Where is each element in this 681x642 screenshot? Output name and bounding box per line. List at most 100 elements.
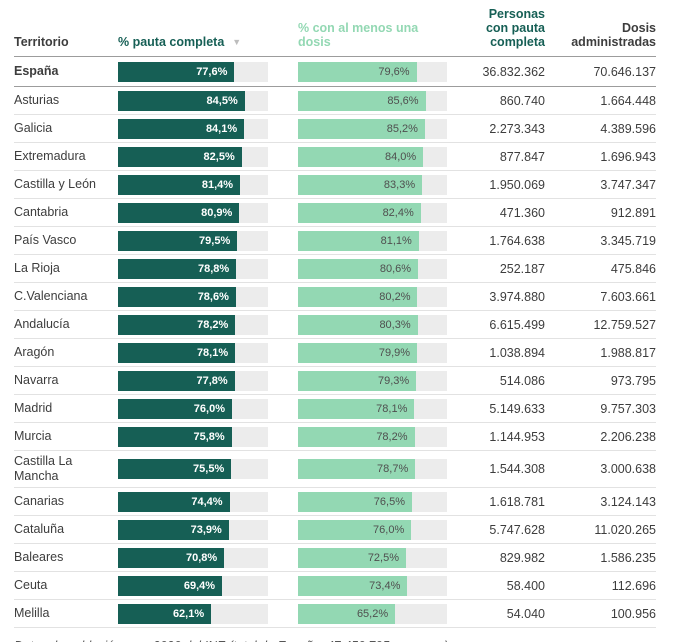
pct-one-dose-bar-cell: 65,2% xyxy=(298,603,447,624)
pct-full-bar-track: 79,5% xyxy=(118,230,268,251)
persons-full-value: 5.149.633 xyxy=(489,401,545,416)
pct-one-dose-value: 80,3% xyxy=(379,318,411,331)
pct-one-dose-bar-fill: 83,3% xyxy=(298,174,423,195)
pct-one-dose-value: 82,4% xyxy=(382,206,414,219)
pct-one-dose-bar-track: 80,2% xyxy=(298,286,447,307)
pct-full-value: 79,5% xyxy=(199,234,231,247)
table-row: Aragón 78,1% 79,9% 1.038.894 1.988.817 xyxy=(14,339,656,367)
pct-one-dose-bar-cell: 83,3% xyxy=(298,174,447,195)
pct-full-bar-cell: 79,5% xyxy=(118,230,298,251)
doses-value: 1.664.448 xyxy=(600,93,656,108)
pct-one-dose-bar-fill: 65,2% xyxy=(298,603,396,624)
persons-full-value: 252.187 xyxy=(499,261,545,276)
table-row: Ceuta 69,4% 73,4% 58.400 112.696 xyxy=(14,572,656,600)
persons-full-value: 5.747.628 xyxy=(489,522,545,537)
pct-full-bar-track: 77,8% xyxy=(118,370,268,391)
sort-desc-icon[interactable]: ▼ xyxy=(232,37,242,47)
territory-label: Navarra xyxy=(14,373,59,387)
pct-one-dose-bar-track: 78,1% xyxy=(298,398,447,419)
pct-full-bar-cell: 84,1% xyxy=(118,118,298,139)
doses-value: 11.020.265 xyxy=(594,522,656,537)
pct-full-bar-track: 78,2% xyxy=(118,314,268,335)
pct-full-bar-cell: 78,1% xyxy=(118,342,298,363)
pct-one-dose-bar-track: 79,3% xyxy=(298,370,447,391)
pct-full-bar-track: 81,4% xyxy=(118,174,268,195)
doses-value: 3.747.347 xyxy=(600,177,656,192)
pct-full-bar-fill: 81,4% xyxy=(118,174,241,195)
persons-full-value: 58.400 xyxy=(506,578,545,593)
territory-label: Madrid xyxy=(14,401,53,415)
pct-one-dose-value: 80,2% xyxy=(379,290,411,303)
pct-one-dose-value: 83,3% xyxy=(383,178,416,191)
pct-full-bar-track: 73,9% xyxy=(118,519,268,540)
doses-value: 475.846 xyxy=(610,261,656,276)
pct-full-bar-cell: 78,8% xyxy=(118,258,298,279)
pct-full-value: 75,5% xyxy=(193,463,225,475)
pct-full-bar-cell: 80,9% xyxy=(118,202,298,223)
pct-one-dose-bar-fill: 73,4% xyxy=(298,575,408,596)
pct-one-dose-value: 80,6% xyxy=(379,262,412,275)
pct-full-bar-track: 74,4% xyxy=(118,491,268,512)
pct-full-bar-track: 70,8% xyxy=(118,547,268,568)
header-pct-one-dose[interactable]: % con al menos una dosis xyxy=(298,21,419,49)
header-territory[interactable]: Territorio xyxy=(14,35,69,49)
territory-label: Cataluña xyxy=(14,522,65,536)
pct-full-value: 82,5% xyxy=(203,150,235,163)
header-persons-full-label: Personas con pauta completa xyxy=(485,7,545,49)
pct-full-bar-fill: 77,6% xyxy=(118,61,235,82)
pct-one-dose-value: 79,6% xyxy=(378,65,410,78)
pct-one-dose-bar-fill: 78,7% xyxy=(298,459,416,479)
header-persons-full[interactable]: Personas con pauta completa xyxy=(447,7,545,49)
table-row: La Rioja 78,8% 80,6% 252.187 475.846 xyxy=(14,255,656,283)
pct-full-bar-fill: 70,8% xyxy=(118,547,225,568)
pct-full-bar-track: 82,5% xyxy=(118,146,268,167)
pct-one-dose-bar-fill: 76,5% xyxy=(298,491,412,512)
pct-full-bar-cell: 75,8% xyxy=(118,426,298,447)
persons-full-value: 3.974.880 xyxy=(489,289,545,304)
header-doses[interactable]: Dosis administradas xyxy=(545,21,656,49)
pct-one-dose-bar-track: 76,0% xyxy=(298,519,447,540)
territory-label: España xyxy=(14,64,59,78)
persons-full-value: 1.950.069 xyxy=(489,177,545,192)
pct-one-dose-value: 81,1% xyxy=(380,234,412,247)
doses-value: 9.757.303 xyxy=(600,401,656,416)
pct-full-bar-track: 77,6% xyxy=(118,61,268,82)
pct-one-dose-value: 76,5% xyxy=(373,495,405,508)
doses-value: 2.206.238 xyxy=(600,429,656,444)
persons-full-value: 1.544.308 xyxy=(489,462,545,476)
pct-one-dose-bar-fill: 82,4% xyxy=(298,202,421,223)
table-row: Galicia 84,1% 85,2% 2.273.343 4.389.596 xyxy=(14,115,656,143)
pct-full-bar-track: 78,6% xyxy=(118,286,268,307)
persons-full-value: 36.832.362 xyxy=(482,64,545,79)
pct-one-dose-value: 85,2% xyxy=(386,122,418,135)
pct-one-dose-bar-cell: 78,7% xyxy=(298,459,447,479)
persons-full-value: 6.615.499 xyxy=(489,317,545,332)
pct-full-bar-fill: 77,8% xyxy=(118,370,235,391)
pct-full-value: 78,8% xyxy=(197,262,230,275)
doses-value: 112.696 xyxy=(611,578,656,593)
doses-value: 4.389.596 xyxy=(600,121,656,136)
pct-one-dose-value: 78,2% xyxy=(376,430,408,443)
pct-full-value: 69,4% xyxy=(183,579,216,592)
table-row: Baleares 70,8% 72,5% 829.982 1.586.235 xyxy=(14,544,656,572)
pct-full-bar-cell: 78,6% xyxy=(118,286,298,307)
pct-full-bar-fill: 75,8% xyxy=(118,426,232,447)
doses-value: 1.988.817 xyxy=(600,345,656,360)
pct-full-value: 77,8% xyxy=(196,374,228,387)
pct-one-dose-value: 85,6% xyxy=(387,94,419,107)
header-pct-full[interactable]: % pauta completa ▼ xyxy=(118,35,298,49)
table-row: Castilla y León 81,4% 83,3% 1.950.069 3.… xyxy=(14,171,656,199)
pct-one-dose-bar-cell: 85,2% xyxy=(298,118,447,139)
pct-full-bar-fill: 62,1% xyxy=(118,603,212,624)
pct-one-dose-value: 79,3% xyxy=(377,374,410,387)
table-row: Cantabria 80,9% 82,4% 471.360 912.891 xyxy=(14,199,656,227)
pct-one-dose-bar-fill: 80,2% xyxy=(298,286,418,307)
pct-full-bar-cell: 74,4% xyxy=(118,491,298,512)
pct-full-bar-cell: 70,8% xyxy=(118,547,298,568)
persons-full-value: 829.982 xyxy=(499,550,545,565)
pct-full-bar-cell: 84,5% xyxy=(118,90,298,111)
pct-full-bar-track: 78,1% xyxy=(118,342,268,363)
pct-one-dose-bar-track: 85,6% xyxy=(298,90,447,111)
pct-full-bar-cell: 77,8% xyxy=(118,370,298,391)
